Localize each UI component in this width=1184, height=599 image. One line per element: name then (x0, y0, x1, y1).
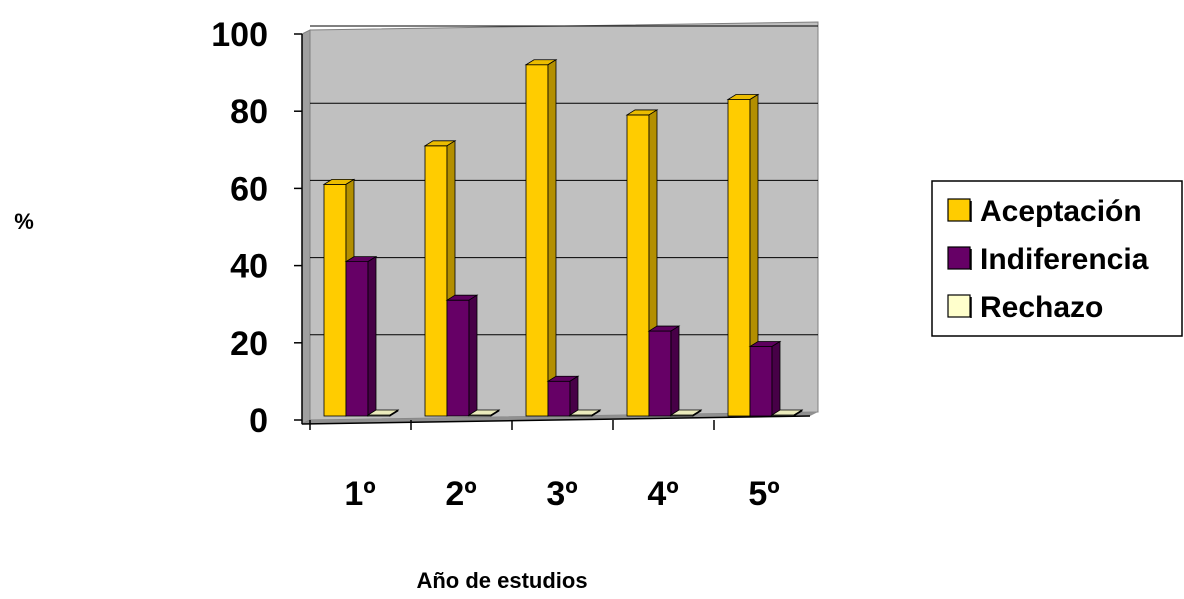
x-axis-title: Año de estudios (416, 568, 587, 593)
legend-item-rechazo: Rechazo (947, 291, 1103, 324)
y-tick-label: 80 (230, 93, 268, 131)
plot-side-wall (301, 29, 311, 425)
bar-rechazo-1 (366, 409, 400, 417)
bar-side (569, 375, 579, 417)
y-axis-title: % (14, 209, 34, 234)
legend-item-aceptación: Aceptación (947, 195, 1142, 228)
bar-indiferencia-5 (748, 340, 782, 417)
bar-side (670, 325, 680, 417)
bar-front (749, 346, 773, 417)
bar-rechazo-2 (467, 409, 501, 417)
bar-side (692, 409, 702, 417)
bar-rechazo-4 (669, 409, 703, 417)
bar-indiferencia-1 (344, 255, 378, 417)
bar-side (389, 409, 399, 417)
y-tick-label: 100 (211, 16, 268, 54)
x-axis-line (301, 415, 811, 425)
bar-indiferencia-3 (546, 375, 580, 417)
bar-front (345, 261, 369, 417)
legend-label: Indiferencia (980, 243, 1149, 276)
bar-side (547, 59, 557, 417)
bar-rechazo-3 (568, 409, 602, 417)
x-tick-label: 5º (748, 475, 779, 513)
bar-indiferencia-4 (647, 325, 681, 417)
bar-aceptación-5 (726, 93, 760, 417)
y-tick-label: 60 (230, 170, 268, 208)
legend-swatch (947, 246, 971, 270)
x-tick-label: 1º (344, 475, 375, 513)
bar-front (446, 299, 470, 417)
bar-aceptación-3 (524, 59, 558, 417)
bar-side (591, 409, 601, 417)
legend: Aceptación Indiferencia Rechazo (931, 180, 1183, 337)
y-tick-label: 40 (230, 248, 268, 286)
bar-indiferencia-2 (445, 294, 479, 417)
y-tick-label: 20 (230, 325, 268, 363)
bar-side (771, 340, 781, 417)
x-axis-ticks: 1º 2º 3º 4º 5º (309, 420, 780, 513)
x-tick-label: 2º (445, 475, 476, 513)
bar-side (367, 255, 377, 417)
legend-label: Aceptación (980, 195, 1142, 228)
y-axis-ticks: 0 20 40 60 80 100 (211, 16, 302, 440)
plot-area: 0 20 40 60 80 100 1º 2º 3º 4º 5º (211, 16, 819, 513)
bar-side (490, 409, 500, 417)
bar-front (626, 114, 650, 417)
bar-front (727, 99, 751, 417)
x-tick-label: 3º (546, 475, 577, 513)
bar-front (323, 183, 347, 417)
legend-swatch (947, 198, 971, 222)
legend-label: Rechazo (980, 291, 1103, 324)
bar-side (793, 409, 803, 417)
x-tick-label: 4º (647, 475, 678, 513)
bar-rechazo-5 (770, 409, 804, 417)
legend-swatch (947, 294, 971, 318)
legend-box (931, 180, 1183, 337)
bar-front (648, 330, 672, 417)
legend-item-indiferencia: Indiferencia (947, 243, 1149, 276)
bar-front (547, 380, 571, 417)
bars (322, 59, 804, 417)
legend-items: Aceptación Indiferencia Rechazo (947, 195, 1149, 324)
bar-front (424, 145, 448, 417)
y-tick-label: 0 (249, 402, 268, 440)
bar-front (525, 64, 549, 417)
bar-side (468, 294, 478, 417)
